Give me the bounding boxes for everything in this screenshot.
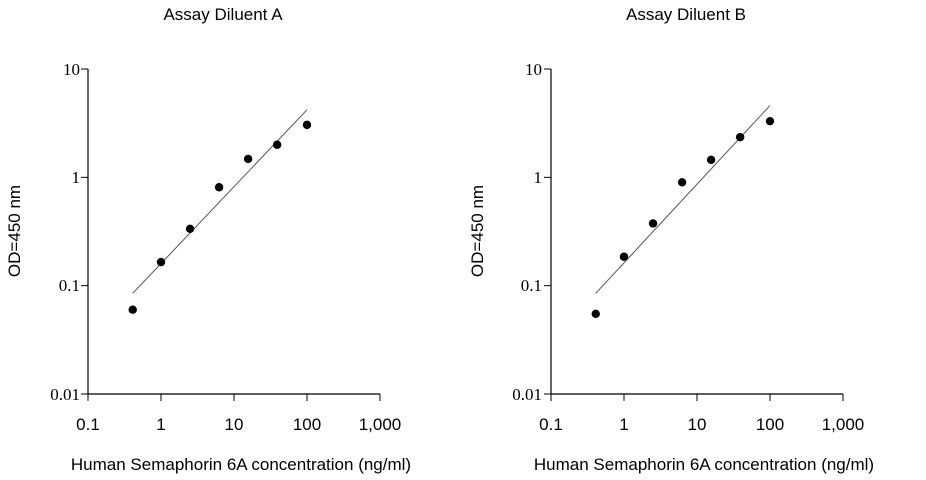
data-point <box>648 219 658 228</box>
x-tick-label: 100 <box>756 415 784 434</box>
fit-line <box>595 105 771 294</box>
x-axis-label: Human Semaphorin 6A concentration (ng/ml… <box>534 455 874 474</box>
plot-area-a <box>81 68 381 401</box>
y-tick-label: 0.1 <box>59 276 80 295</box>
x-tick-label: 0.1 <box>76 415 100 434</box>
data-point <box>302 120 312 130</box>
data-point <box>735 132 745 142</box>
x-tick-label: 1 <box>156 415 165 434</box>
data-point <box>591 309 600 318</box>
x-tick-label: 1,000 <box>359 415 402 434</box>
y-tick-label: 1 <box>72 168 81 187</box>
data-point <box>765 116 775 126</box>
data-point <box>677 178 687 187</box>
data-point <box>185 224 195 233</box>
y-tick-label: 0.01 <box>50 385 80 404</box>
data-point <box>706 155 716 165</box>
data-point <box>128 305 137 314</box>
x-tick-labels: 0.1 1 10 100 1,000 <box>539 415 864 434</box>
y-tick-label: 10 <box>525 60 542 79</box>
data-point <box>243 154 253 164</box>
data-point <box>619 252 629 261</box>
x-tick-label: 0.1 <box>539 415 563 434</box>
x-tick-label: 10 <box>688 415 707 434</box>
y-tick-label: 1 <box>534 168 543 187</box>
y-tick-label: 0.01 <box>512 385 542 404</box>
y-tick-label: 10 <box>63 60 80 79</box>
x-tick-labels: 0.1 1 10 100 1,000 <box>76 415 401 434</box>
data-point <box>214 183 224 192</box>
y-axis-label: OD=450 nm <box>5 185 24 277</box>
y-axis-label: OD=450 nm <box>468 185 487 277</box>
y-tick-label: 0.1 <box>521 276 542 295</box>
data-point <box>272 140 282 149</box>
fit-line <box>132 109 308 294</box>
x-tick-label: 100 <box>293 415 321 434</box>
data-point <box>156 257 166 267</box>
chart-title: Assay Diluent B <box>626 5 746 24</box>
x-axis-label: Human Semaphorin 6A concentration (ng/ml… <box>71 455 411 474</box>
y-tick-labels: 0.01 0.1 1 10 <box>50 60 80 404</box>
y-tick-labels: 0.01 0.1 1 10 <box>512 60 542 404</box>
chart-title: Assay Diluent A <box>163 5 283 24</box>
x-tick-label: 1 <box>619 415 628 434</box>
x-tick-label: 10 <box>225 415 244 434</box>
plot-area-b <box>544 68 844 401</box>
chart-panel-b: Assay Diluent B OD=450 nm Human Semaphor… <box>468 5 874 474</box>
chart-panel-a: Assay Diluent A OD=450 nm Human Semaphor… <box>5 5 411 474</box>
x-tick-label: 1,000 <box>822 415 865 434</box>
